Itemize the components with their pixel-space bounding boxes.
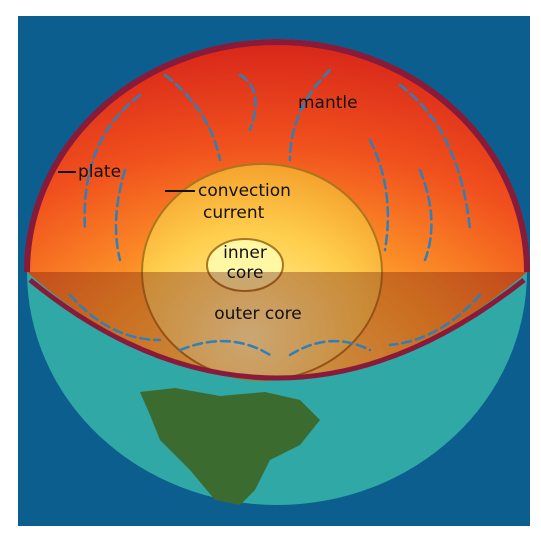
convection-currents — [68, 68, 482, 357]
label-convection: current — [203, 203, 265, 223]
label-outer-core: outer core — [214, 304, 302, 324]
plate-rim-lower — [28, 278, 526, 381]
plate-rim — [24, 39, 530, 273]
label-mantle: mantle — [298, 93, 358, 113]
label-convection: convection — [198, 181, 291, 201]
label-plate: plate — [78, 162, 121, 182]
label-inner-core: core — [227, 263, 264, 283]
continent — [140, 388, 320, 505]
label-inner-core: inner — [223, 243, 267, 263]
